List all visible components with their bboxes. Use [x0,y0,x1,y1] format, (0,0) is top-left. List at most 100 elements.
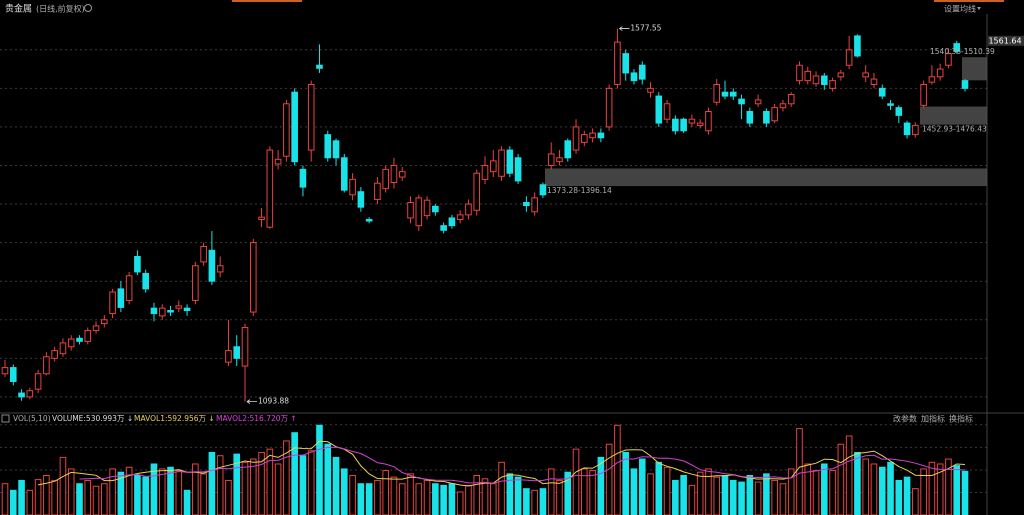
volume-bar [936,463,944,515]
volume-bar [870,463,878,515]
gap-label: 1540.36-1510.39 [930,47,995,56]
candle-body [705,111,712,132]
volume-bar [845,435,853,515]
ma-line [79,446,966,484]
candle-body [945,53,952,66]
candle-body [821,75,828,86]
candle-body [961,80,969,89]
candle-body [249,242,257,313]
volume-bar [465,484,472,515]
candle-body [76,337,83,342]
volume-bar [51,479,58,515]
volume-bar [862,458,869,515]
volume-bar [440,484,447,515]
candle-body [158,307,166,317]
volume-bar [456,491,464,515]
volume-bar [771,479,778,515]
gap-box [920,106,987,125]
candle-body [117,288,125,308]
candle-body [928,76,936,83]
volume-bar [597,456,605,515]
volume-bar [564,471,572,515]
candle-body [415,197,423,227]
volume-bar [523,488,530,515]
volume-bar [382,470,389,515]
volume-bar [316,424,323,515]
candle-body [291,91,298,163]
settings-icon[interactable] [84,4,92,12]
volume-bar [953,465,961,515]
volume-bar [225,479,232,515]
price-tag: 1561.64 [988,36,1021,45]
volume-bar [307,450,315,515]
indicator-button[interactable]: 加指标 [921,414,945,424]
candle-body [837,72,845,78]
gap-label: 1452.93-1476.43 [922,125,987,134]
volume-bar [117,471,125,515]
candle-body [506,149,514,174]
annotation-arrow [619,26,630,31]
candle-body [862,72,869,78]
volume-bar [1,483,9,515]
candle-body [374,182,381,200]
volume-bar [233,453,241,515]
candle-body [622,53,629,74]
candle-body [208,249,216,282]
candle-body [936,68,944,78]
volume-bar [696,471,704,515]
volume-bar [390,476,398,515]
candle-body [812,75,820,85]
candle-body [299,168,307,188]
candle-body [448,217,456,227]
volume-readout: MAVOL2:516.720万 ↑ [216,414,297,423]
volume-bar [423,479,431,515]
volume-bar [647,473,654,515]
help-icon[interactable] [1,414,10,423]
volume-bar [688,484,696,515]
candle-body [324,134,332,159]
candle-body [547,153,555,166]
volume-readout: MAVOL1:592.956万 ↓ [134,414,215,423]
volume-bar [837,443,845,515]
candle-body [101,319,108,325]
extreme-label: 1577.55 [630,24,661,33]
volume-bar [481,478,489,515]
candle-body [498,149,505,177]
volume-bar [299,455,307,515]
volume-bar [539,488,547,515]
candle-body [870,78,878,86]
ma-menu[interactable]: 设置均线 [944,4,976,14]
volume-bar [705,468,712,515]
volume-bar [341,468,348,515]
volume-bar [101,483,108,515]
volume-bar [324,443,332,515]
candle-body [597,132,605,139]
candle-body [854,35,861,57]
candle-body [787,94,795,105]
candle-body [920,84,927,106]
volume-bar [854,451,861,515]
candle-body [564,140,572,159]
candle-body [26,390,34,398]
candle-body [67,338,75,348]
candle-body [332,140,340,159]
chart-subtitle: (日线,前复权) [36,4,85,14]
gaps [545,57,987,187]
volume-bar [887,461,894,515]
candle-body [572,126,580,151]
candle-body [647,87,654,93]
indicator-button[interactable]: 换指标 [949,414,973,424]
candle-body [771,107,778,122]
volume-bar [878,466,886,515]
candle-body [605,87,613,128]
volume-bar [589,470,596,515]
candle-body [829,80,836,89]
volume-bar [630,468,638,515]
candle-body [581,134,588,143]
candle-body [456,214,464,220]
volume-bar [357,483,365,515]
candle-body [167,310,174,313]
candle-body [481,164,489,180]
indicator-button[interactable]: 改参数 [893,414,917,424]
candle-body [663,103,671,120]
